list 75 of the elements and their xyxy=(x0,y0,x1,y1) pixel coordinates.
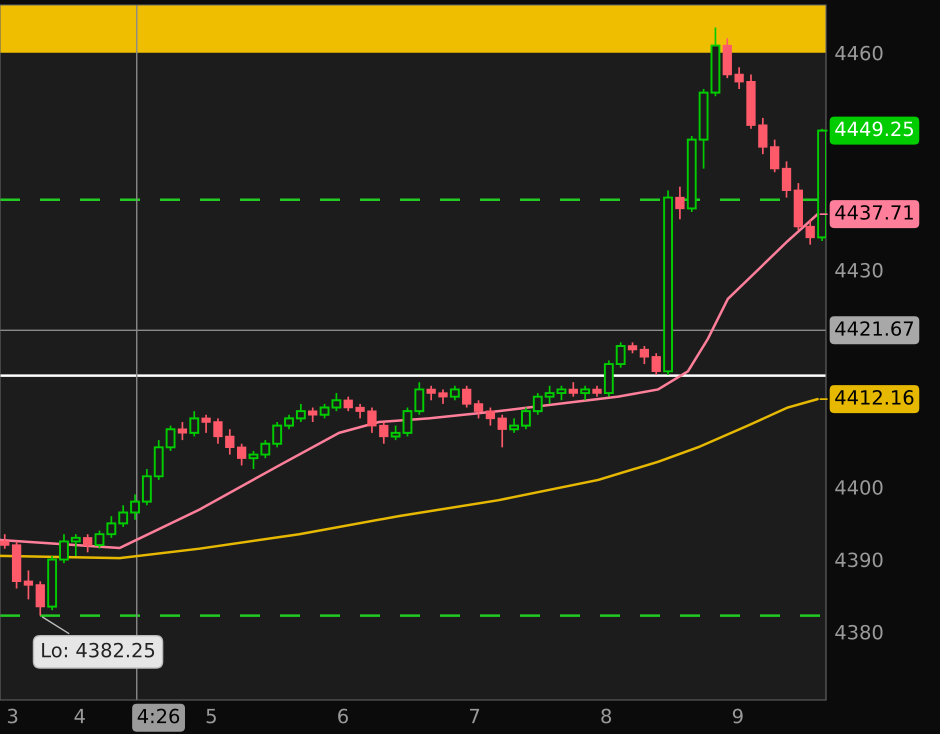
candlestick xyxy=(70,533,81,557)
candlestick xyxy=(213,418,223,445)
candlestick xyxy=(640,345,650,365)
candlestick xyxy=(675,186,685,220)
x-tick-label: 7 xyxy=(470,708,480,724)
candlestick xyxy=(568,381,578,398)
candlestick xyxy=(414,381,424,416)
candlestick xyxy=(166,424,176,452)
candlestick xyxy=(462,384,472,408)
candlestick xyxy=(59,533,69,564)
candlestick xyxy=(178,421,188,441)
candlestick xyxy=(355,403,365,420)
candlestick xyxy=(296,403,306,423)
candlestick xyxy=(450,384,460,402)
candlestick xyxy=(521,406,531,430)
candlestick xyxy=(486,406,496,426)
candlestick xyxy=(272,421,282,448)
candlestick xyxy=(344,396,353,412)
candlestick xyxy=(0,533,10,550)
annotation: 4449.25 xyxy=(835,122,913,136)
y-tick-label: 4400 xyxy=(835,480,883,495)
candlestick xyxy=(616,342,626,369)
annotation: 4412.16 xyxy=(835,390,914,405)
candlestick xyxy=(83,533,92,554)
y-tick-label: 4390 xyxy=(835,552,883,568)
annotation: Lo: 4382.25 xyxy=(42,642,154,658)
candlestick xyxy=(758,117,768,155)
candlestick xyxy=(308,406,318,423)
candlestick xyxy=(556,384,566,402)
candlestick xyxy=(130,494,140,521)
candlestick xyxy=(379,421,388,445)
candlestick xyxy=(806,218,815,246)
x-tick-label: 3 xyxy=(8,708,18,724)
candlestick xyxy=(532,392,543,416)
candlestick xyxy=(474,399,484,420)
candlestick xyxy=(734,66,744,90)
candlestick xyxy=(248,450,258,470)
candlestick xyxy=(94,530,104,550)
candlestick xyxy=(189,410,200,438)
candlestick xyxy=(236,442,246,466)
ref-line-label: 4:26 xyxy=(138,708,180,724)
x-tick-label: 4 xyxy=(74,708,85,724)
candlestick xyxy=(402,406,412,438)
candlestick xyxy=(390,424,401,441)
candlestick xyxy=(652,352,661,376)
candlestick xyxy=(544,384,555,405)
candlestick xyxy=(438,388,448,405)
candlestick xyxy=(580,384,590,402)
y-tick-label: 4430 xyxy=(835,262,883,278)
candlestick xyxy=(782,160,792,198)
candlestick xyxy=(284,414,294,430)
x-tick-label: 5 xyxy=(206,708,216,724)
candlestick xyxy=(498,414,507,448)
y-tick-label: 4380 xyxy=(835,624,883,640)
candlestick xyxy=(367,406,377,434)
candlestick xyxy=(770,138,780,174)
y-tick-label: 4460 xyxy=(835,46,883,60)
x-tick-label: 9 xyxy=(732,708,743,724)
candlestick xyxy=(36,580,45,616)
candlestick xyxy=(201,414,211,434)
ref-line-label: 4421.67 xyxy=(835,321,914,336)
candlestick xyxy=(320,403,330,420)
candlestick xyxy=(628,342,638,354)
candlestick xyxy=(592,384,602,398)
candlestick xyxy=(24,570,34,600)
candlestick xyxy=(106,515,116,539)
candlestick xyxy=(426,384,436,402)
annotation: 4437.71 xyxy=(835,205,913,220)
candlestick xyxy=(260,439,270,460)
x-tick-label: 8 xyxy=(601,708,612,724)
candlestick xyxy=(118,504,128,528)
candlestick xyxy=(509,418,519,434)
candlestick xyxy=(225,428,234,456)
x-tick-label: 6 xyxy=(338,708,348,724)
candlestick xyxy=(331,392,342,412)
